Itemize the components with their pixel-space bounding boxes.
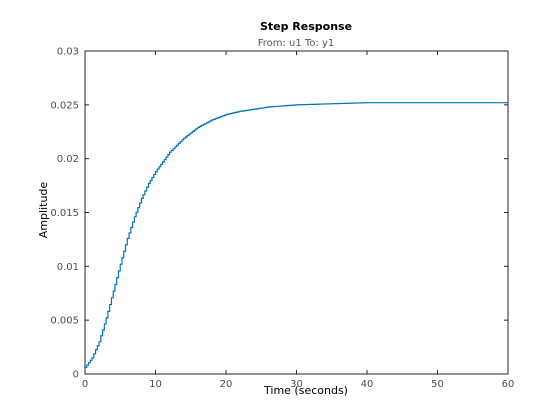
y-axis-ticks: 0 0.005 0.01 0.015 0.02 0.025 0.03 <box>50 47 508 381</box>
y-tick-label: 0.02 <box>57 154 79 165</box>
chart-subtitle: From: u1 To: y1 <box>258 38 335 49</box>
x-tick-label: 50 <box>431 379 444 390</box>
y-tick-label: 0.015 <box>50 208 79 219</box>
y-tick-label: 0 <box>73 370 79 381</box>
y-tick-label: 0.005 <box>50 316 79 327</box>
y-tick-label: 0.03 <box>57 47 79 58</box>
x-tick-label: 60 <box>502 379 515 390</box>
chart-title: Step Response <box>260 20 352 33</box>
x-tick-label: 10 <box>149 379 162 390</box>
x-tick-label: 0 <box>82 379 88 390</box>
y-axis-label: Amplitude <box>37 182 50 239</box>
series-layer <box>85 102 508 369</box>
x-tick-label: 40 <box>361 379 374 390</box>
x-tick-label: 20 <box>220 379 233 390</box>
y-tick-label: 0.01 <box>57 262 79 273</box>
x-axis-ticks: 0 10 20 30 40 50 60 <box>82 51 515 390</box>
x-tick-label: 30 <box>290 379 303 390</box>
step-response-line <box>85 102 508 369</box>
plot-area-frame <box>84 50 509 375</box>
x-axis-label: Time (seconds) <box>263 384 348 397</box>
y-tick-label: 0.025 <box>50 100 79 111</box>
